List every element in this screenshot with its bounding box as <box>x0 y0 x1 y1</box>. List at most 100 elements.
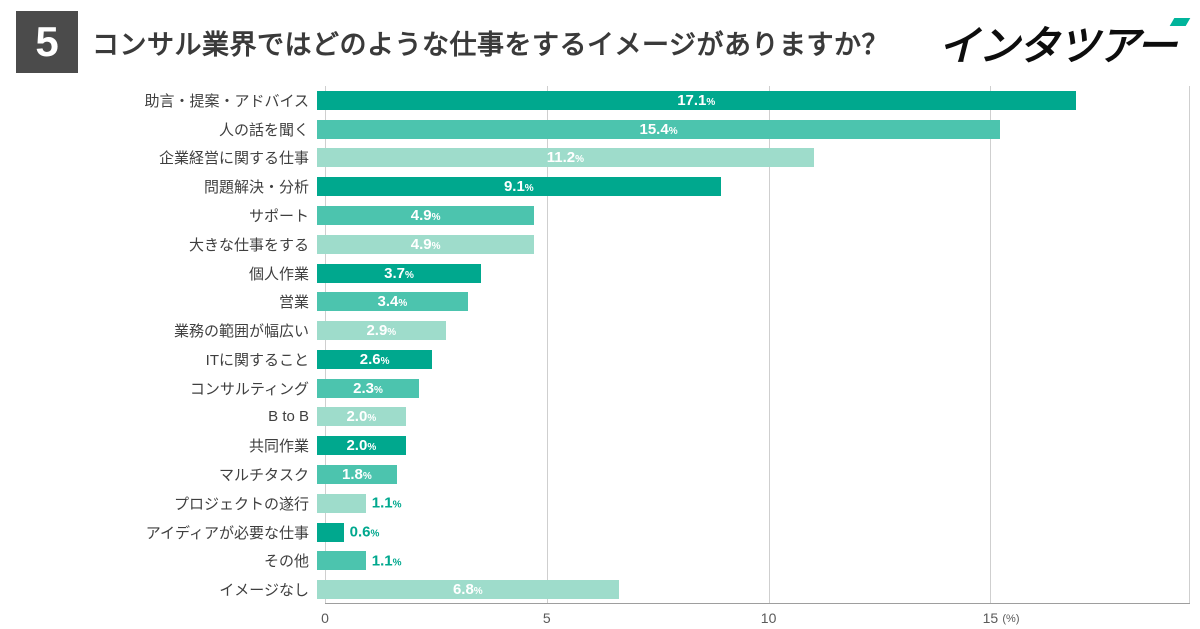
category-label: プロジェクトの遂行 <box>173 495 309 513</box>
chart-row: サポート 4.9% <box>0 201 1200 230</box>
category-label: 企業経営に関する仕事 <box>158 150 309 168</box>
chart-row: マルチタスク 1.8% <box>0 460 1200 489</box>
value-label: 15.4% <box>639 120 678 138</box>
bar-track: 1.1% <box>317 547 1182 576</box>
x-axis: 0 5 10 15 (%) <box>321 605 1190 629</box>
category-label: マルチタスク <box>218 467 309 485</box>
value-label: 2.0% <box>346 437 377 455</box>
bar-track: 2.0% <box>317 403 1182 432</box>
value-label: 9.1% <box>503 178 534 196</box>
category-label: 営業 <box>278 294 309 312</box>
value-label: 2.6% <box>359 350 390 368</box>
bar-track: 1.1% <box>317 489 1182 518</box>
bar: 1.8% <box>317 465 397 485</box>
value-label: 3.4% <box>377 293 408 311</box>
chart-row: B to B 2.0% <box>0 403 1200 432</box>
value-label: 0.6% <box>349 523 380 541</box>
value-label: 2.0% <box>346 408 377 426</box>
value-label: 3.7% <box>384 264 414 282</box>
chart-row: その他 1.1% <box>0 547 1200 576</box>
chart-row: 共同作業 2.0% <box>0 431 1200 460</box>
gridline-right-edge <box>1189 86 1190 603</box>
bar-track: 9.1% <box>317 172 1182 201</box>
chart-row: 人の話を聞く 15.4% <box>0 115 1200 144</box>
chart-row: イメージなし 6.8% <box>0 575 1200 604</box>
bar: 2.3% <box>317 378 420 398</box>
bar-track: 4.9% <box>317 201 1182 230</box>
bar-chart: 助言・提案・アドバイス 17.1% 人の話を聞く 15.4% 企業経営に関する仕事 11.… <box>0 86 1200 628</box>
bar-track: 2.6% <box>317 345 1182 374</box>
chart-row: 個人作業 3.7% <box>0 259 1200 288</box>
value-label: 17.1% <box>677 91 716 109</box>
value-label: 1.1% <box>371 552 402 570</box>
x-tick-15: 15 <box>982 610 999 626</box>
bar-track: 2.3% <box>317 374 1182 403</box>
bar-track: 3.4% <box>317 287 1182 316</box>
category-label: アイディアが必要な仕事 <box>145 524 309 542</box>
x-axis-unit: (%) <box>1002 613 1020 625</box>
chart-row: コンサルティング 2.3% <box>0 374 1200 403</box>
question-number-badge: 5 <box>16 11 78 73</box>
bar-track: 4.9% <box>317 230 1182 259</box>
bar-track: 11.2% <box>317 144 1182 173</box>
category-label: 助言・提案・アドバイス <box>144 92 309 110</box>
gridline-10 <box>768 86 770 603</box>
chart-title: コンサル業界ではどのような仕事をするイメージがありますか？ <box>92 29 889 60</box>
value-label: 1.8% <box>342 466 372 484</box>
category-label: コンサルティング <box>189 380 309 398</box>
bar: 4.9% <box>317 234 535 254</box>
bar-track: 15.4% <box>317 115 1182 144</box>
category-label: 大きな仕事をする <box>188 236 309 254</box>
chart-row: 営業 3.4% <box>0 287 1200 316</box>
chart-row: 業務の範囲が幅広い 2.9% <box>0 316 1200 345</box>
bar-track: 6.8% <box>317 575 1182 604</box>
x-tick-0: 0 <box>321 610 329 626</box>
header: 5 コンサル業界ではどのような仕事をするイメージがありますか？ インタツアー <box>16 10 1191 74</box>
bar-track: 3.7% <box>317 259 1182 288</box>
x-tick-10: 10 <box>760 610 777 626</box>
bar: 2.9% <box>317 321 446 341</box>
x-tick-5: 5 <box>542 610 551 626</box>
chart-row: 助言・提案・アドバイス 17.1% <box>0 86 1200 115</box>
bar <box>317 493 366 513</box>
category-label: 人の話を聞く <box>218 121 309 139</box>
value-label: 6.8% <box>452 581 483 599</box>
category-label: 共同作業 <box>248 438 309 456</box>
bar: 15.4% <box>317 119 1001 139</box>
value-label: 1.1% <box>371 494 402 512</box>
gridline-0 <box>325 86 326 603</box>
category-label: その他 <box>263 553 309 571</box>
bar: 2.0% <box>317 436 406 456</box>
gridline-15 <box>990 86 992 603</box>
bar: 6.8% <box>317 580 619 600</box>
chart-row: プロジェクトの遂行 1.1% <box>0 489 1200 518</box>
bar: 11.2% <box>317 148 814 168</box>
value-label: 2.9% <box>366 322 397 340</box>
bar <box>317 551 366 571</box>
bar: 4.9% <box>317 206 535 226</box>
category-label: 個人作業 <box>248 265 309 283</box>
chart-plot-area <box>325 86 1190 604</box>
category-label: ITに関すること <box>205 351 309 369</box>
bar: 3.7% <box>317 263 482 283</box>
bar: 9.1% <box>317 177 721 197</box>
category-label: サポート <box>248 208 309 226</box>
bar-track: 0.6% <box>317 518 1182 547</box>
chart-row: ITに関すること 2.6% <box>0 345 1200 374</box>
category-label: イメージなし <box>219 582 309 600</box>
gridline-5 <box>546 86 548 603</box>
chart-row: 大きな仕事をする 4.9% <box>0 230 1200 259</box>
bar-track: 1.8% <box>317 460 1182 489</box>
value-label: 11.2% <box>546 149 585 167</box>
bar-track: 2.9% <box>317 316 1182 345</box>
bar <box>317 522 344 542</box>
bar-track: 2.0% <box>317 431 1182 460</box>
bar: 2.6% <box>317 349 433 369</box>
category-label: 業務の範囲が幅広い <box>173 323 309 341</box>
value-label: 4.9% <box>410 235 441 253</box>
category-label: 問題解決・分析 <box>203 179 309 197</box>
bar: 2.0% <box>317 407 406 427</box>
bar: 17.1% <box>317 90 1076 110</box>
category-label: B to B <box>268 408 309 426</box>
